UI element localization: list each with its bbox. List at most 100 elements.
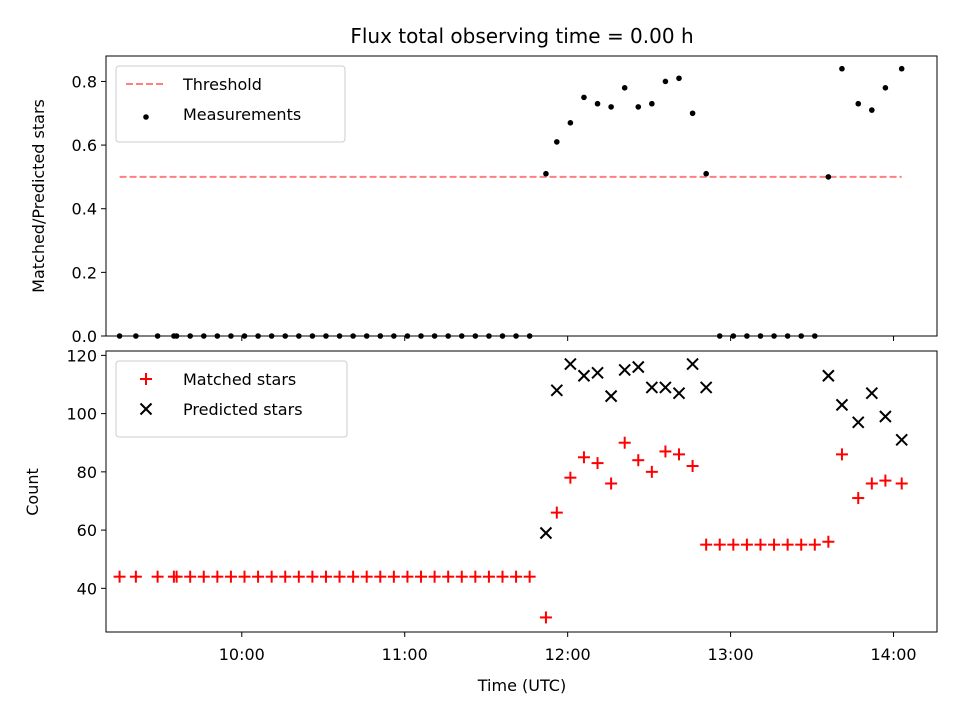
matched-stars-point <box>835 448 848 461</box>
y-tick-label: 0.4 <box>72 200 97 219</box>
y-tick-label: 60 <box>77 521 97 540</box>
bottom-legend: Matched stars Predicted stars <box>115 360 348 438</box>
matched-stars-point <box>605 477 618 490</box>
legend-predicted-swatch <box>139 402 153 416</box>
matched-stars-point <box>279 570 292 583</box>
predicted-stars-point <box>632 360 645 374</box>
predicted-stars-point <box>672 387 686 400</box>
matched-stars-point <box>387 570 400 583</box>
measurement-point <box>703 170 709 177</box>
y-tick-label: 0.8 <box>72 72 97 91</box>
matched-stars-point <box>539 611 552 624</box>
x-tick-label: 14:00 <box>870 645 916 664</box>
matched-stars-point <box>306 570 319 583</box>
predicted-stars-point <box>577 369 591 382</box>
bottom-ticks: 40 60 80 100 120 10:00 11:00 12:00 13:00 14:00 <box>66 346 916 664</box>
measurement-point <box>825 174 832 180</box>
y-tick-label: 40 <box>77 579 97 598</box>
y-tick-label: 0.6 <box>72 136 97 155</box>
legend-label: Threshold <box>182 75 262 94</box>
legend-threshold: Threshold <box>126 75 262 94</box>
measurement-point <box>898 65 905 72</box>
bottom-plot-panel: 40 60 80 100 120 10:00 11:00 12:00 13:00 14:00 Co… <box>23 346 938 695</box>
legend-frame <box>115 65 346 143</box>
matched-stars-point <box>360 570 373 583</box>
x-tick-label: 13:00 <box>708 645 754 664</box>
matched-stars-point <box>401 570 414 583</box>
matched-stars-point <box>374 570 387 583</box>
x-tick-label: 10:00 <box>219 645 265 664</box>
matched-stars-point <box>659 445 672 458</box>
predicted-stars-point <box>645 381 659 394</box>
predicted-stars-point <box>539 526 553 540</box>
predicted-stars-point <box>895 433 908 447</box>
matched-stars-point <box>428 570 441 583</box>
matched-stars-point <box>577 451 590 464</box>
predicted-stars-point <box>699 381 713 394</box>
legend-label: Matched stars <box>183 370 296 389</box>
predicted-stars-point <box>618 363 631 377</box>
matched-stars-point <box>469 570 482 583</box>
legend-predicted-stars: Predicted stars <box>139 400 303 419</box>
matched-stars-point <box>224 570 237 583</box>
counts-layer <box>113 357 908 624</box>
predicted-stars-point <box>604 389 618 403</box>
matched-stars-point <box>319 570 332 583</box>
matched-stars-point <box>713 538 726 551</box>
matched-stars-point <box>632 454 645 467</box>
measurement-point <box>635 104 642 110</box>
matched-stars-point <box>170 570 183 583</box>
measurement-point <box>649 100 655 107</box>
matched-stars-point <box>564 471 577 484</box>
matched-stars-point <box>442 570 455 583</box>
matched-stars-point <box>895 477 908 490</box>
measurement-point <box>689 110 696 117</box>
matched-stars-point <box>211 570 224 583</box>
matched-stars-point <box>510 570 523 583</box>
matched-stars-point <box>645 465 658 478</box>
top-axes-frame <box>105 55 938 337</box>
matched-stars-point <box>808 538 821 551</box>
y-tick-label: 100 <box>66 405 97 424</box>
bottom-axes-frame <box>105 350 938 633</box>
matched-stars-point <box>852 492 865 505</box>
matched-stars-point <box>822 535 835 548</box>
measurement-point <box>839 65 845 72</box>
matched-stars-point <box>591 457 604 470</box>
measurement-point <box>554 139 560 145</box>
matched-stars-point <box>415 570 428 583</box>
matched-stars-point <box>727 538 740 551</box>
measurement-point <box>581 94 587 101</box>
measurement-point <box>869 107 875 113</box>
matched-stars-point <box>879 474 892 487</box>
x-axis-label: Time (UTC) <box>477 676 566 695</box>
matched-stars-point <box>781 538 794 551</box>
measurement-point <box>608 104 614 110</box>
legend-measurements: Measurements <box>143 105 301 124</box>
matched-stars-point <box>333 570 346 583</box>
legend-label: Predicted stars <box>183 400 303 419</box>
measurement-point <box>621 85 628 91</box>
predicted-stars-point <box>564 357 577 371</box>
matched-stars-point <box>686 460 699 473</box>
matched-stars-point <box>496 570 509 583</box>
predicted-stars-point <box>822 369 835 382</box>
matched-stars-point <box>252 570 265 583</box>
matched-stars-point <box>238 570 251 583</box>
measurement-point <box>567 120 574 126</box>
predicted-stars-point <box>659 381 672 394</box>
measurement-point <box>594 100 601 107</box>
predicted-stars-point <box>879 410 892 423</box>
matched-stars-point <box>795 538 808 551</box>
matched-stars-point <box>740 538 753 551</box>
chart-title: Flux total observing time = 0.00 h <box>350 24 693 48</box>
predicted-stars-point <box>852 416 865 429</box>
matched-stars-point <box>113 570 126 583</box>
matched-stars-point <box>523 570 536 583</box>
measurement-point <box>543 170 549 177</box>
y-tick-label: 0.0 <box>72 327 97 346</box>
measurement-point <box>676 75 682 82</box>
matched-stars-point <box>768 538 781 551</box>
matched-stars-point <box>129 570 142 583</box>
